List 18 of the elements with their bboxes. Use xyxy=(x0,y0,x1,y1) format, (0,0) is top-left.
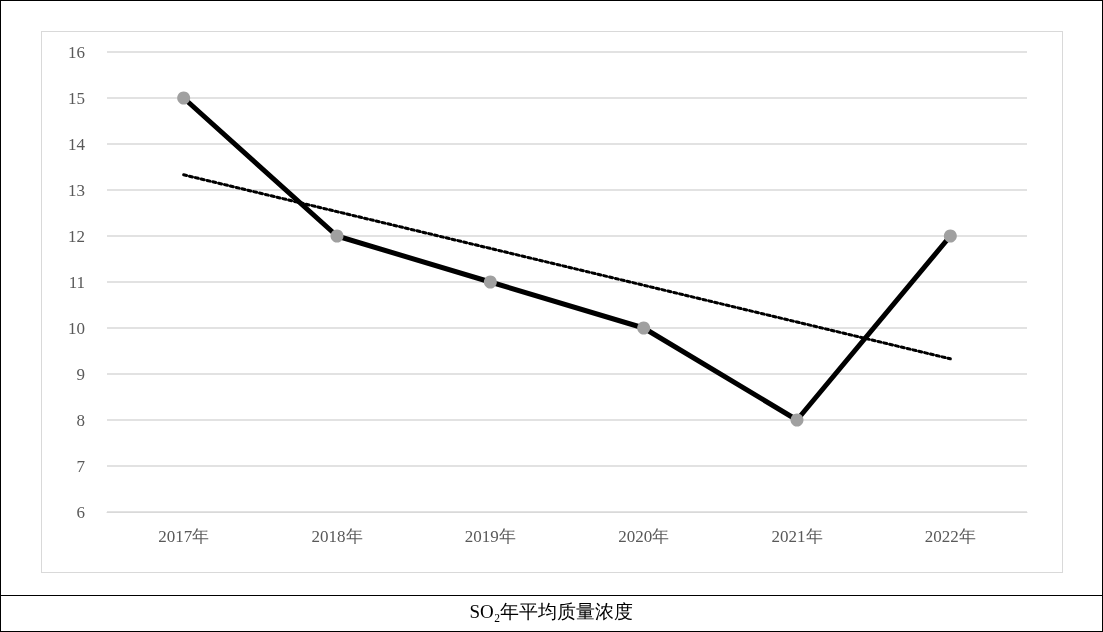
x-tick-label: 2017年 xyxy=(158,527,210,546)
y-tick-label: 10 xyxy=(68,318,85,338)
x-tick-label: 2022年 xyxy=(924,527,976,546)
y-tick-label: 11 xyxy=(68,272,85,292)
y-tick-label: 12 xyxy=(68,226,85,246)
y-tick-label: 16 xyxy=(68,42,85,62)
y-tick-label: 6 xyxy=(76,502,85,522)
y-tick-label: 13 xyxy=(68,180,85,200)
y-tick-label: 9 xyxy=(76,364,85,384)
y-tick-label: 8 xyxy=(76,410,85,430)
x-tick-label: 2019年 xyxy=(464,527,516,546)
y-tick-label: 14 xyxy=(68,134,86,154)
x-tick-label: 2018年 xyxy=(311,527,363,546)
x-tick-label: 2020年 xyxy=(618,527,670,546)
text: SO₂年平均质量浓度 xyxy=(468,600,635,624)
x-tick-label: 2021年 xyxy=(771,527,823,546)
y-tick-label: 15 xyxy=(68,88,85,108)
y-tick-label: 7 xyxy=(76,456,86,476)
